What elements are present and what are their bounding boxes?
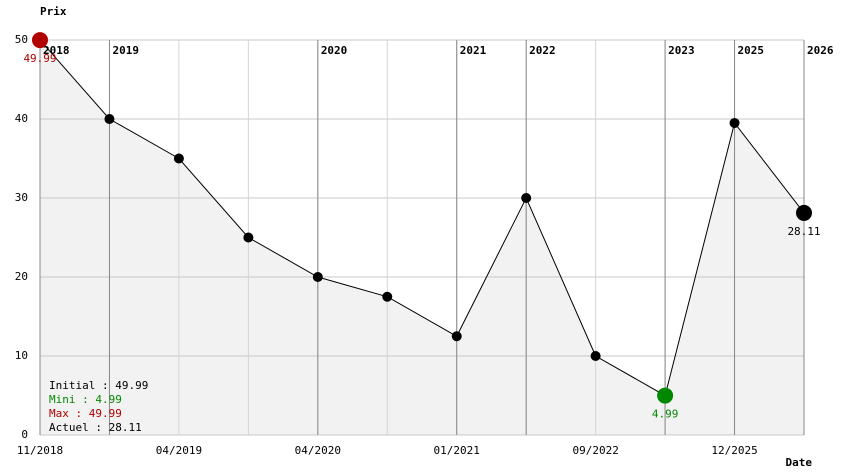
point — [104, 114, 115, 124]
point — [173, 153, 184, 164]
summary-line: Actuel : 28.11 — [49, 421, 142, 434]
x-tick-label: 11/2018 — [17, 444, 63, 457]
price-line — [39, 39, 805, 397]
highlight-point — [32, 32, 48, 49]
y-axis-title: Prix — [40, 5, 67, 18]
summary-line: Mini : 4.99 — [49, 393, 122, 406]
highlight-point — [657, 387, 674, 404]
y-tick-label: 30 — [15, 191, 28, 204]
y-tick-label: 0 — [21, 428, 28, 441]
x-tick-label: 01/2021 — [434, 444, 480, 457]
year-label: 2018 — [43, 44, 70, 57]
year-label: 2026 — [807, 44, 834, 57]
highlight-point — [796, 204, 812, 221]
x-tick-label: 09/2022 — [572, 444, 618, 457]
x-axis-title: Date — [786, 456, 813, 469]
year-label: 2025 — [738, 44, 765, 57]
point — [312, 272, 323, 282]
value-label: 49.99 — [23, 52, 56, 65]
summary-line: Initial : 49.99 — [49, 379, 148, 392]
x-tick-label: 12/2025 — [711, 444, 757, 457]
area — [40, 40, 804, 435]
summary-line: Max : 49.99 — [49, 407, 122, 420]
x-tick-label: 04/2019 — [156, 444, 202, 457]
year-label: 2021 — [460, 44, 487, 57]
point — [729, 117, 740, 128]
year-label: 2023 — [668, 44, 695, 57]
point — [243, 232, 254, 243]
year-label: 2022 — [529, 44, 556, 57]
x-tick-label: 04/2020 — [295, 444, 341, 457]
point — [382, 291, 393, 302]
value-label: 28.11 — [787, 225, 820, 238]
point — [451, 331, 462, 342]
y-tick-label: 10 — [15, 349, 28, 362]
value-label: 4.99 — [652, 408, 679, 421]
year-label: 2019 — [112, 44, 139, 57]
y-tick-label: 50 — [15, 33, 28, 46]
y-tick-label: 40 — [15, 112, 28, 125]
y-tick-label: 20 — [15, 270, 28, 283]
point — [521, 193, 532, 203]
point — [590, 351, 601, 361]
year-label: 2020 — [321, 44, 348, 57]
